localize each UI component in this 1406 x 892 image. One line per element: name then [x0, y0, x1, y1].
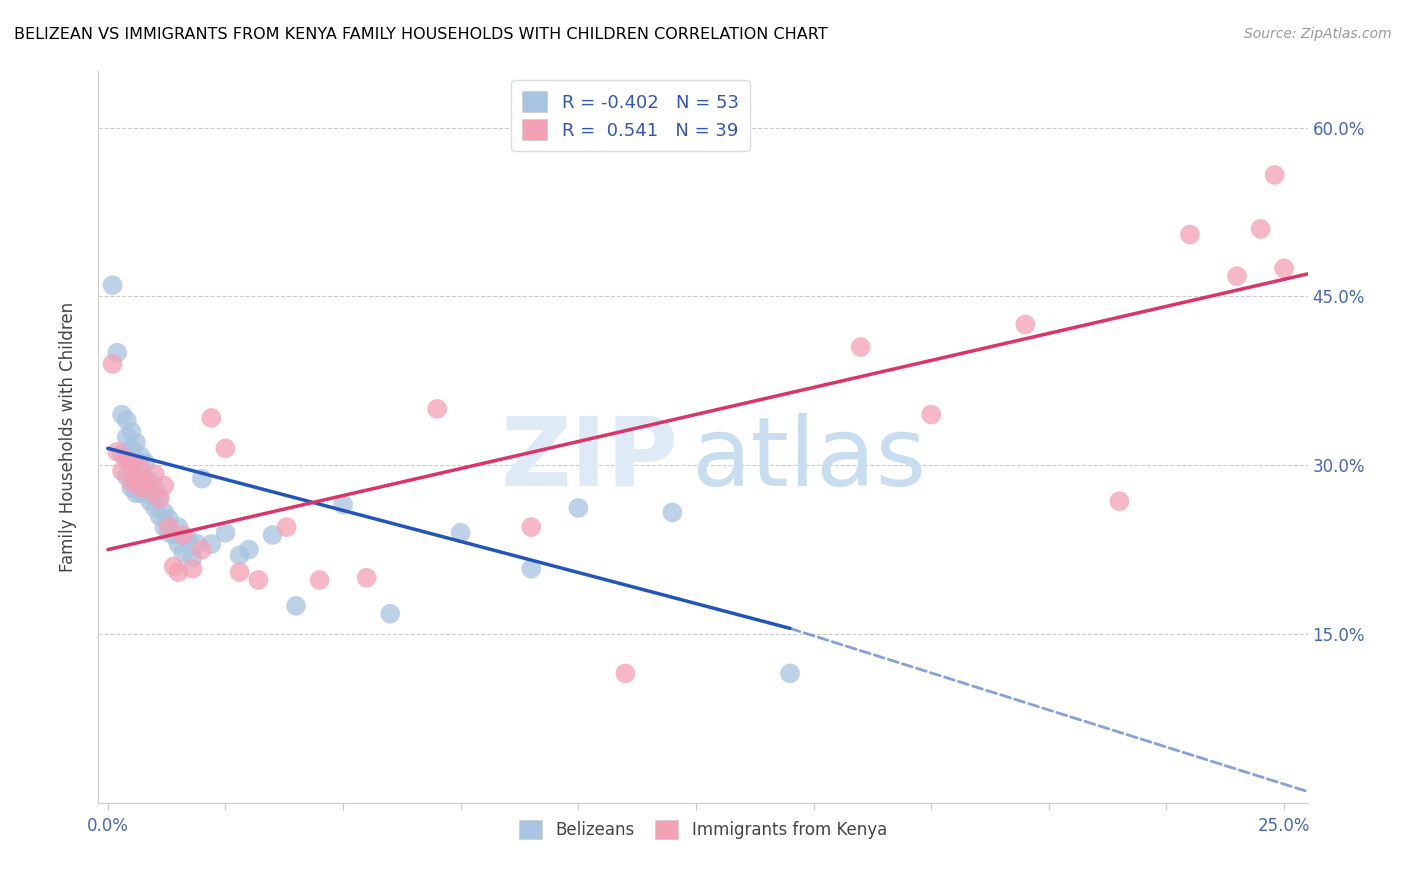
Text: BELIZEAN VS IMMIGRANTS FROM KENYA FAMILY HOUSEHOLDS WITH CHILDREN CORRELATION CH: BELIZEAN VS IMMIGRANTS FROM KENYA FAMILY… [14, 27, 828, 42]
Point [191, 472, 214, 486]
Point [378, 607, 401, 621]
Y-axis label: Family Households with Children: Family Households with Children [59, 302, 77, 572]
Point [163, 528, 186, 542]
Point [520, 562, 543, 576]
Point [153, 506, 176, 520]
Point [567, 500, 589, 515]
Point [129, 449, 152, 463]
Point [129, 469, 152, 483]
Point [143, 467, 166, 482]
Point [356, 571, 378, 585]
Point [157, 512, 180, 526]
Point [262, 528, 284, 542]
Point [129, 486, 152, 500]
Point [134, 472, 156, 486]
Point [115, 452, 138, 467]
Point [101, 278, 124, 293]
Point [143, 483, 166, 497]
Point [1250, 222, 1272, 236]
Point [214, 442, 236, 456]
Point [200, 537, 222, 551]
Point [238, 542, 260, 557]
Point [450, 525, 472, 540]
Point [285, 599, 308, 613]
Point [125, 486, 148, 500]
Point [1178, 227, 1201, 242]
Point [105, 345, 128, 359]
Point [172, 546, 194, 560]
Point [115, 413, 138, 427]
Point [167, 565, 190, 579]
Point [614, 666, 637, 681]
Point [308, 573, 330, 587]
Point [332, 498, 354, 512]
Point [134, 486, 156, 500]
Point [1264, 168, 1286, 182]
Point [186, 537, 208, 551]
Point [105, 444, 128, 458]
Point [163, 559, 186, 574]
Point [115, 430, 138, 444]
Point [153, 478, 176, 492]
Point [129, 481, 152, 495]
Point [172, 528, 194, 542]
Legend: Belizeans, Immigrants from Kenya: Belizeans, Immigrants from Kenya [512, 814, 894, 846]
Point [125, 469, 148, 483]
Point [157, 525, 180, 540]
Point [247, 573, 270, 587]
Point [139, 494, 162, 508]
Point [157, 520, 180, 534]
Point [125, 435, 148, 450]
Point [920, 408, 942, 422]
Point [181, 550, 204, 565]
Point [115, 447, 138, 461]
Point [1272, 261, 1295, 276]
Text: Source: ZipAtlas.com: Source: ZipAtlas.com [1244, 27, 1392, 41]
Point [177, 532, 200, 546]
Point [149, 490, 172, 504]
Point [139, 483, 162, 497]
Point [120, 481, 142, 495]
Point [120, 425, 142, 439]
Point [134, 475, 156, 489]
Point [228, 565, 250, 579]
Point [1108, 494, 1130, 508]
Point [228, 548, 250, 562]
Point [191, 542, 214, 557]
Point [520, 520, 543, 534]
Point [134, 456, 156, 470]
Point [115, 469, 138, 483]
Point [200, 411, 222, 425]
Point [276, 520, 298, 534]
Point [149, 508, 172, 523]
Point [120, 456, 142, 470]
Point [139, 475, 162, 489]
Point [1014, 318, 1036, 332]
Point [661, 506, 683, 520]
Point [181, 562, 204, 576]
Point [167, 537, 190, 551]
Point [143, 500, 166, 515]
Point [153, 520, 176, 534]
Point [111, 464, 134, 478]
Point [1226, 269, 1249, 284]
Point [426, 401, 449, 416]
Point [120, 460, 142, 475]
Point [111, 447, 134, 461]
Text: ZIP: ZIP [501, 412, 679, 506]
Point [779, 666, 801, 681]
Point [167, 520, 190, 534]
Point [129, 460, 152, 475]
Point [111, 408, 134, 422]
Point [214, 525, 236, 540]
Point [849, 340, 872, 354]
Point [125, 452, 148, 467]
Point [120, 475, 142, 489]
Point [149, 491, 172, 506]
Point [120, 442, 142, 456]
Point [101, 357, 124, 371]
Point [125, 469, 148, 483]
Text: atlas: atlas [690, 412, 927, 506]
